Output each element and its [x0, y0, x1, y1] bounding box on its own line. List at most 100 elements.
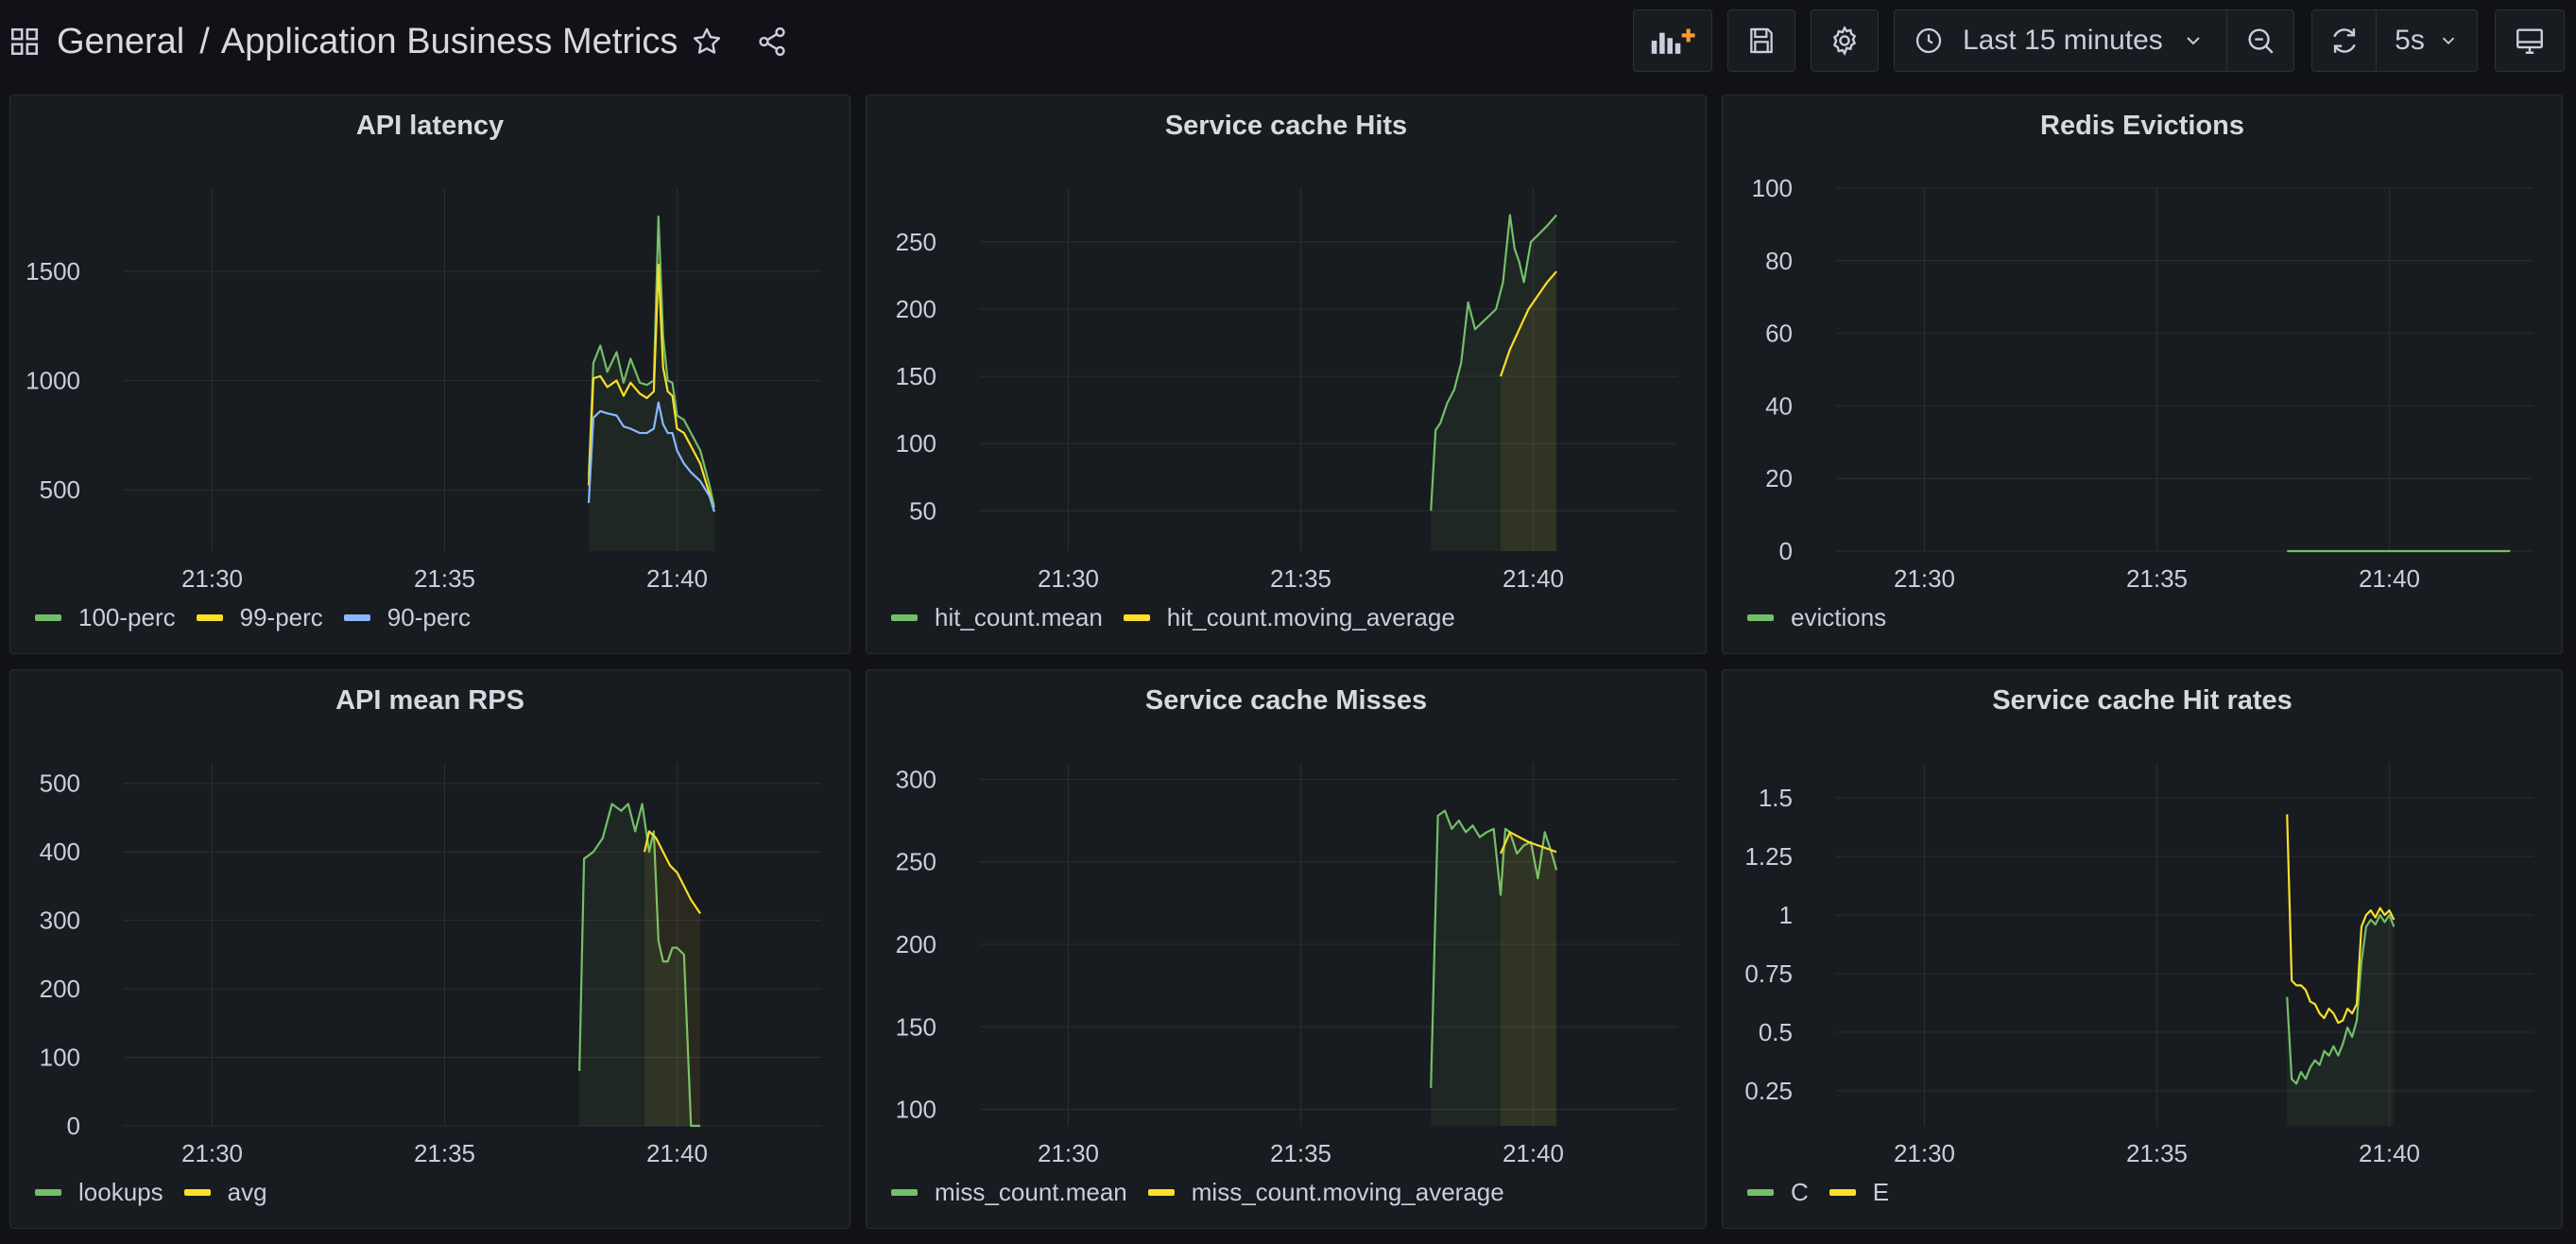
- x-tick-label: 21:40: [646, 564, 708, 593]
- x-tick-label: 21:35: [414, 1139, 475, 1167]
- legend-item[interactable]: hit_count.mean: [891, 603, 1103, 632]
- panel-redis-evictions[interactable]: Redis Evictions 0 20 40 60 80 100 21:30 21:35 21…: [1722, 95, 2563, 654]
- y-tick-label: 1500: [26, 257, 80, 285]
- panel-title[interactable]: API latency: [355, 111, 505, 141]
- time-picker-button[interactable]: Last 15 minutes: [1894, 9, 2228, 72]
- y-tick-label: 200: [40, 975, 80, 1003]
- chart-legend: 100-perc 99-perc 90-perc: [35, 603, 491, 632]
- breadcrumb-folder[interactable]: General: [57, 21, 185, 61]
- refresh-button[interactable]: [2311, 9, 2378, 72]
- legend-item[interactable]: evictions: [1747, 603, 1886, 632]
- tv-mode-button[interactable]: [2495, 9, 2565, 72]
- series-line-lookups: [578, 803, 701, 1128]
- panel-title[interactable]: Service cache Misses: [1144, 685, 1428, 716]
- share-icon[interactable]: [753, 23, 791, 60]
- series-area-lookups: [579, 803, 701, 1126]
- save-dashboard-button[interactable]: [1727, 9, 1795, 72]
- add-panel-icon: [1649, 25, 1696, 57]
- chart-legend: hit_count.mean hit_count.moving_average: [891, 603, 1476, 632]
- redis-evictions-chart: 0 20 40 60 80 100 21:30 21:35 21:40: [1752, 174, 2533, 593]
- legend-item[interactable]: 90-perc: [343, 603, 471, 632]
- y-tick-label: 0.5: [1759, 1018, 1793, 1046]
- refresh-icon: [2328, 25, 2361, 57]
- x-tick-label: 21:35: [2126, 1139, 2188, 1167]
- x-tick-label: 21:35: [1270, 564, 1331, 593]
- grid-icon[interactable]: [8, 25, 42, 59]
- y-tick-label: 100: [1752, 174, 1793, 202]
- legend-swatch: [196, 614, 223, 621]
- legend-label: avg: [227, 1178, 267, 1206]
- series-line-hit_count.moving_average: [1500, 270, 1557, 377]
- clock-icon: [1914, 26, 1944, 56]
- legend-item[interactable]: miss_count.mean: [891, 1178, 1127, 1207]
- legend-item[interactable]: lookups: [35, 1178, 163, 1207]
- star-icon[interactable]: [688, 23, 726, 60]
- series-line-miss_count.mean: [1430, 809, 1558, 1088]
- refresh-interval-picker[interactable]: 5s: [2376, 9, 2478, 72]
- add-panel-button[interactable]: [1633, 9, 1712, 72]
- save-icon: [1746, 26, 1777, 56]
- series-area-miss_count.mean: [1431, 810, 1557, 1126]
- service-cache-misses-chart: 100 150 200 250 300 21:30 21:35 21:40: [896, 763, 1677, 1167]
- panel-service-cache-hits[interactable]: Service cache Hits 50 100 150 200 250 21:30 21…: [866, 95, 1707, 654]
- panel-service-cache-misses[interactable]: Service cache Misses 100 150 200 250 300 21:3…: [866, 669, 1707, 1229]
- panel-api-mean-rps[interactable]: API mean RPS 0 100 200 300 400 500 21:30 21:35 2…: [9, 669, 850, 1229]
- legend-item[interactable]: hit_count.moving_average: [1123, 603, 1455, 632]
- legend-label: E: [1872, 1178, 1890, 1206]
- legend-item[interactable]: 100-perc: [35, 603, 176, 632]
- series-line-C: [2286, 913, 2396, 1085]
- panel-title[interactable]: Redis Evictions: [2040, 111, 2244, 141]
- panel-api-latency[interactable]: API latency 500 1000 1500 21:30 21:35 21:40 1…: [9, 95, 850, 654]
- y-tick-label: 100: [896, 429, 936, 458]
- series-line-100-perc: [587, 215, 715, 508]
- dashboard-navbar: General / Application Business Metrics L…: [0, 0, 2576, 85]
- panel-service-cache-hit-rates[interactable]: Service cache Hit rates 0.25 0.5 0.75 1 1.25…: [1722, 669, 2563, 1229]
- chart-legend: lookups avg: [35, 1178, 288, 1207]
- panel-title[interactable]: Service cache Hit rates: [1992, 685, 2293, 716]
- x-tick-label: 21:40: [2359, 564, 2420, 593]
- y-tick-label: 250: [896, 228, 936, 256]
- legend-label: lookups: [78, 1178, 163, 1206]
- legend-swatch: [891, 614, 918, 621]
- legend-swatch: [1147, 1189, 1175, 1196]
- x-tick-label: 21:30: [181, 564, 243, 593]
- panel-title[interactable]: Service cache Hits: [1164, 111, 1408, 141]
- series-line-E: [2286, 814, 2396, 1025]
- zoom-out-icon: [2244, 25, 2276, 57]
- x-tick-label: 21:30: [1038, 564, 1099, 593]
- chart-legend: miss_count.mean miss_count.moving_average: [891, 1178, 1525, 1207]
- legend-item[interactable]: miss_count.moving_average: [1147, 1178, 1504, 1207]
- legend-swatch: [183, 1189, 211, 1196]
- legend-swatch: [1747, 614, 1774, 621]
- legend-item[interactable]: C: [1747, 1178, 1809, 1207]
- y-tick-label: 250: [896, 848, 936, 876]
- dashboard-settings-button[interactable]: [1811, 9, 1879, 72]
- legend-item[interactable]: E: [1829, 1178, 1889, 1207]
- legend-item[interactable]: avg: [183, 1178, 267, 1207]
- legend-label: hit_count.mean: [935, 603, 1103, 631]
- time-range-label: Last 15 minutes: [1963, 25, 2163, 56]
- series-line-avg: [643, 830, 701, 915]
- y-tick-label: 150: [896, 362, 936, 390]
- breadcrumb-separator: /: [199, 21, 210, 61]
- series-line-hit_count.mean: [1430, 214, 1557, 511]
- refresh-interval-label: 5s: [2395, 25, 2425, 56]
- series-line-90-perc: [587, 401, 715, 512]
- legend-swatch: [35, 614, 61, 621]
- legend-swatch: [1123, 614, 1150, 621]
- panel-title[interactable]: API mean RPS: [335, 685, 524, 716]
- legend-swatch: [1829, 1189, 1856, 1196]
- dashboard-title[interactable]: Application Business Metrics: [220, 21, 678, 61]
- legend-label: 90-perc: [386, 603, 471, 631]
- legend-swatch: [1747, 1189, 1774, 1196]
- y-tick-label: 400: [40, 838, 80, 866]
- x-tick-label: 21:30: [1038, 1139, 1099, 1167]
- chart-legend: evictions: [1747, 603, 1907, 632]
- zoom-out-button[interactable]: [2226, 9, 2294, 72]
- breadcrumb: General / Application Business Metrics: [57, 17, 678, 66]
- legend-item[interactable]: 99-perc: [196, 603, 323, 632]
- y-tick-label: 20: [1765, 464, 1793, 492]
- legend-swatch: [343, 614, 370, 621]
- y-tick-label: 0: [1779, 537, 1793, 565]
- y-tick-label: 80: [1765, 247, 1793, 275]
